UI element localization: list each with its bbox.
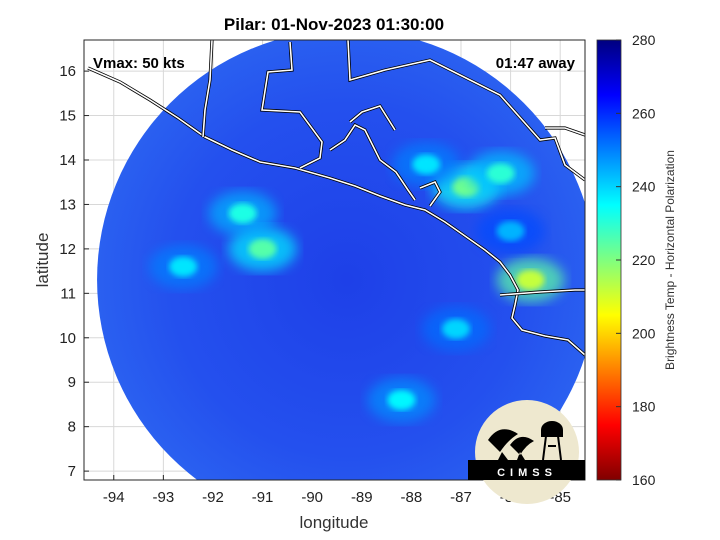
border-line [202,40,585,296]
y-tick-label: 16 [59,63,76,80]
swath-disk [97,40,585,480]
vmax-annotation: Vmax: 50 kts [93,55,185,72]
axes-box [83,39,586,481]
logo-text: CIMSS [497,467,557,479]
x-tick-label: -94 [103,489,125,506]
convection-cell [387,390,416,410]
x-tick-label: -88 [401,489,423,506]
chart-title: Pilar: 01-Nov-2023 01:30:00 [224,15,444,34]
y-tick-label: 7 [68,463,76,480]
y-tick-labels: 7 8 9 10 11 12 13 14 15 16 [59,63,76,480]
y-tick-label: 8 [68,419,76,436]
time-away-annotation: 01:47 away [496,55,576,72]
coastline [87,40,585,357]
x-tick-label: -87 [450,489,472,506]
colorbar: 160 180 200 220 240 260 280 Brightness Temp - … [596,32,677,488]
colorbar-tick-label: 160 [632,472,656,488]
coastline-line [87,67,585,356]
convection-cell [442,318,471,339]
cimss-logo: CIMSS [468,400,585,504]
x-tick-label: -90 [301,489,323,506]
convection-cell [516,270,545,290]
y-tick-label: 11 [60,285,76,302]
x-axis-label: longitude [299,513,368,532]
colorbar-tick-label: 240 [632,179,656,195]
x-tick-label: -91 [252,489,274,506]
y-tick-label: 10 [59,330,76,347]
satellite-dish-icon [488,429,518,460]
convection-cell [169,256,198,277]
convection-cell [412,154,441,175]
colorbar-tick-label: 220 [632,252,656,268]
y-tick-label: 14 [59,152,76,169]
convection-cell [486,163,515,184]
colorbar-tick-label: 260 [632,105,656,121]
y-tick-label: 9 [68,374,76,391]
y-tick-label: 15 [59,108,76,125]
colorbar-tick-label: 200 [632,325,656,341]
x-tick-label: -92 [202,489,224,506]
x-tick-label: -93 [153,489,175,506]
water-tower-icon [541,421,563,461]
convection-cell [228,203,257,224]
radar-dish-icon [510,436,534,460]
swath-layer [87,40,585,480]
convection-cell [248,238,277,259]
convection-cell [496,221,525,242]
colorbar-label: Brightness Temp - Horizontal Polarizatio… [663,150,677,370]
y-tick-label: 13 [59,196,76,213]
y-tick-label: 12 [59,241,76,258]
colorbar-tick-label: 180 [632,399,656,415]
colorbar-tick-label: 280 [632,32,656,48]
y-axis-label: latitude [33,233,52,288]
x-tick-label: -89 [351,489,373,506]
colorbar-ticks: 160 180 200 220 240 260 280 [616,32,656,488]
